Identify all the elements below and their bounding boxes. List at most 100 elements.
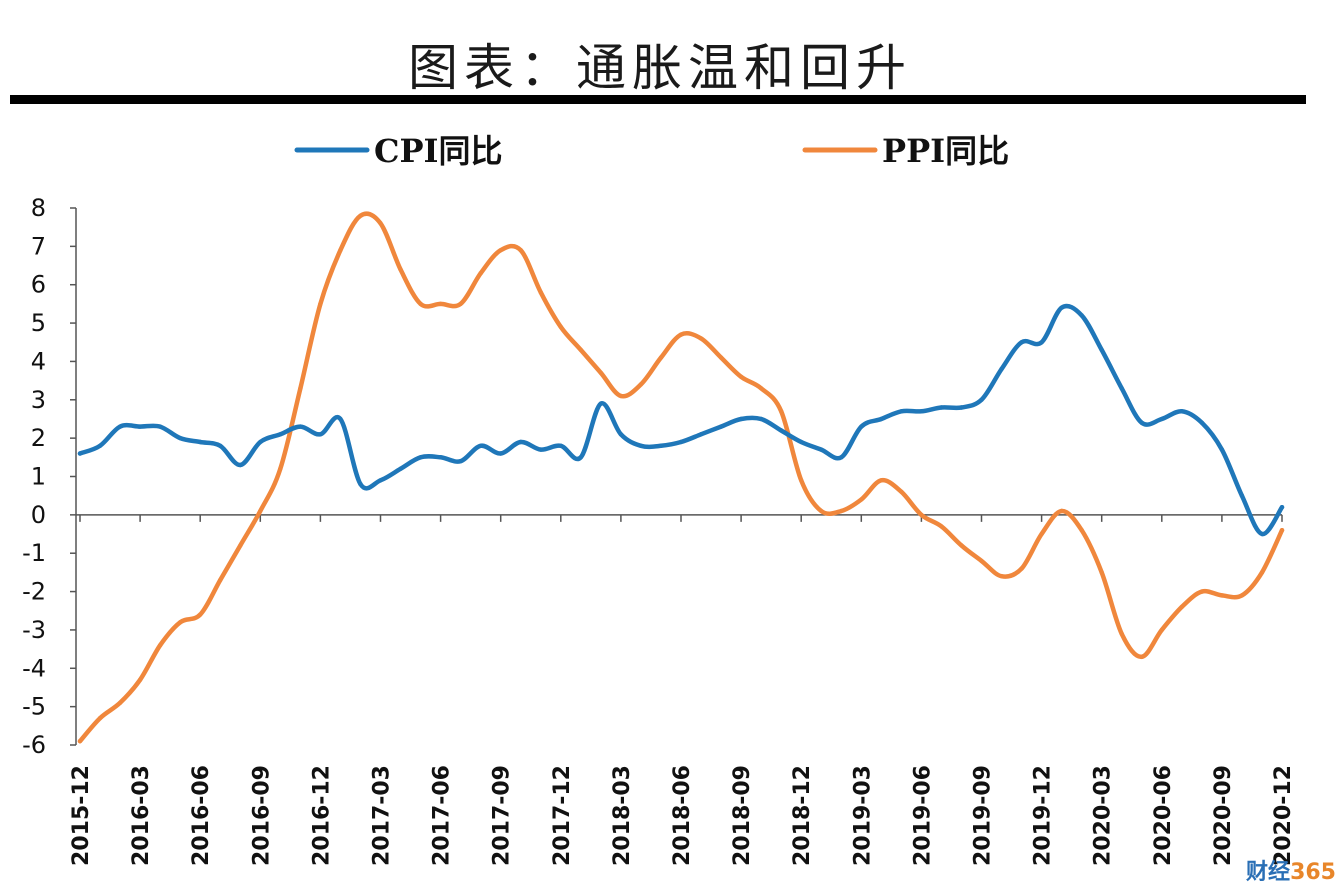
x-tick-label: 2020-06 [1151, 765, 1176, 866]
data-point-cpi [238, 462, 243, 468]
data-point-cpi [298, 424, 303, 429]
data-point-cpi [1159, 416, 1165, 422]
data-point-ppi [1279, 528, 1285, 533]
x-tick-label: 2020-03 [1091, 765, 1116, 866]
data-point-ppi [518, 248, 523, 253]
data-point-cpi [117, 424, 123, 429]
data-point-ppi [418, 301, 423, 307]
data-point-ppi [779, 409, 784, 414]
data-point-cpi [218, 443, 223, 448]
data-point-ppi [698, 336, 704, 341]
data-point-ppi [137, 677, 143, 682]
data-point-cpi [358, 482, 363, 487]
data-point-ppi [819, 508, 824, 514]
data-point-ppi [198, 612, 203, 617]
x-tick-label: 2016-03 [129, 765, 154, 866]
data-point-cpi [1139, 420, 1145, 425]
x-tick-label: 2017-03 [370, 765, 395, 866]
y-tick-label: 3 [31, 386, 46, 414]
data-point-cpi [959, 405, 964, 410]
data-point-ppi [538, 290, 543, 295]
data-point-ppi [879, 478, 884, 483]
data-point-cpi [738, 416, 744, 422]
data-point-ppi [839, 508, 844, 514]
data-point-cpi [658, 443, 664, 448]
x-tick-label: 2018-12 [790, 765, 815, 866]
x-tick-label: 2020-09 [1211, 765, 1236, 866]
y-tick-label: 7 [31, 232, 46, 260]
data-point-ppi [1259, 570, 1265, 575]
data-point-ppi [859, 497, 864, 502]
data-point-cpi [157, 424, 163, 429]
data-point-cpi [438, 455, 443, 460]
data-point-ppi [358, 213, 363, 218]
data-point-ppi [758, 386, 764, 391]
data-point-ppi [258, 508, 263, 514]
data-point-ppi [238, 543, 243, 548]
data-point-ppi [638, 382, 644, 387]
data-point-ppi [1139, 654, 1145, 659]
plot-area [77, 211, 1285, 744]
data-point-cpi [518, 439, 523, 445]
data-point-cpi [418, 455, 423, 460]
x-tick-label: 2016-06 [189, 765, 214, 866]
x-tick-label: 2017-09 [490, 765, 515, 866]
data-point-ppi [97, 716, 103, 721]
chart-title: 图表：通胀温和回升 [408, 39, 912, 97]
data-point-ppi [1159, 627, 1165, 633]
y-tick-label: 4 [31, 347, 46, 375]
data-point-ppi [1059, 508, 1064, 514]
y-tick-label: -2 [22, 578, 46, 606]
y-tick-label: 0 [31, 501, 46, 529]
data-point-cpi [558, 443, 563, 448]
data-point-cpi [318, 432, 323, 437]
data-point-cpi [1279, 505, 1285, 510]
data-point-ppi [999, 574, 1004, 579]
data-point-cpi [458, 459, 463, 464]
data-point-ppi [558, 324, 563, 330]
data-point-cpi [879, 416, 884, 422]
data-point-ppi [178, 620, 183, 625]
data-point-cpi [638, 443, 644, 448]
y-tick-label: -3 [22, 616, 46, 644]
data-point-ppi [979, 558, 984, 564]
data-point-cpi [198, 439, 203, 445]
data-point-cpi [718, 424, 724, 429]
data-point-cpi [478, 443, 483, 448]
data-point-cpi [919, 409, 924, 414]
data-point-ppi [458, 301, 463, 307]
data-point-ppi [77, 739, 83, 744]
data-point-ppi [738, 374, 744, 379]
data-point-cpi [278, 432, 283, 437]
data-point-cpi [1079, 313, 1084, 318]
y-tick-label: 1 [31, 463, 46, 491]
data-point-cpi [398, 466, 403, 471]
data-point-cpi [598, 401, 604, 406]
data-point-cpi [538, 447, 543, 452]
data-point-ppi [598, 370, 604, 376]
series-line-cpi [77, 303, 1285, 537]
data-point-ppi [1199, 589, 1205, 594]
data-point-ppi [658, 355, 664, 360]
x-tick-label: 2015-12 [69, 765, 94, 866]
data-point-ppi [1099, 570, 1104, 575]
data-point-ppi [157, 643, 163, 648]
data-point-ppi [899, 489, 904, 494]
data-point-cpi [999, 366, 1004, 372]
watermark-logo: 财经365 [1246, 860, 1336, 885]
data-point-cpi [1099, 347, 1104, 353]
data-point-ppi [318, 301, 323, 307]
data-point-cpi [779, 428, 784, 433]
data-point-cpi [1179, 409, 1185, 414]
data-point-ppi [478, 271, 483, 276]
data-point-cpi [338, 416, 343, 422]
data-point-ppi [1239, 593, 1245, 598]
data-point-cpi [618, 432, 624, 437]
y-tick-label: -1 [22, 539, 46, 567]
x-tick-label: 2016-12 [309, 765, 334, 866]
data-point-ppi [718, 355, 724, 360]
data-point-ppi [939, 524, 944, 529]
data-point-cpi [378, 478, 383, 483]
y-tick-label: -6 [22, 731, 46, 759]
data-point-ppi [378, 221, 383, 226]
